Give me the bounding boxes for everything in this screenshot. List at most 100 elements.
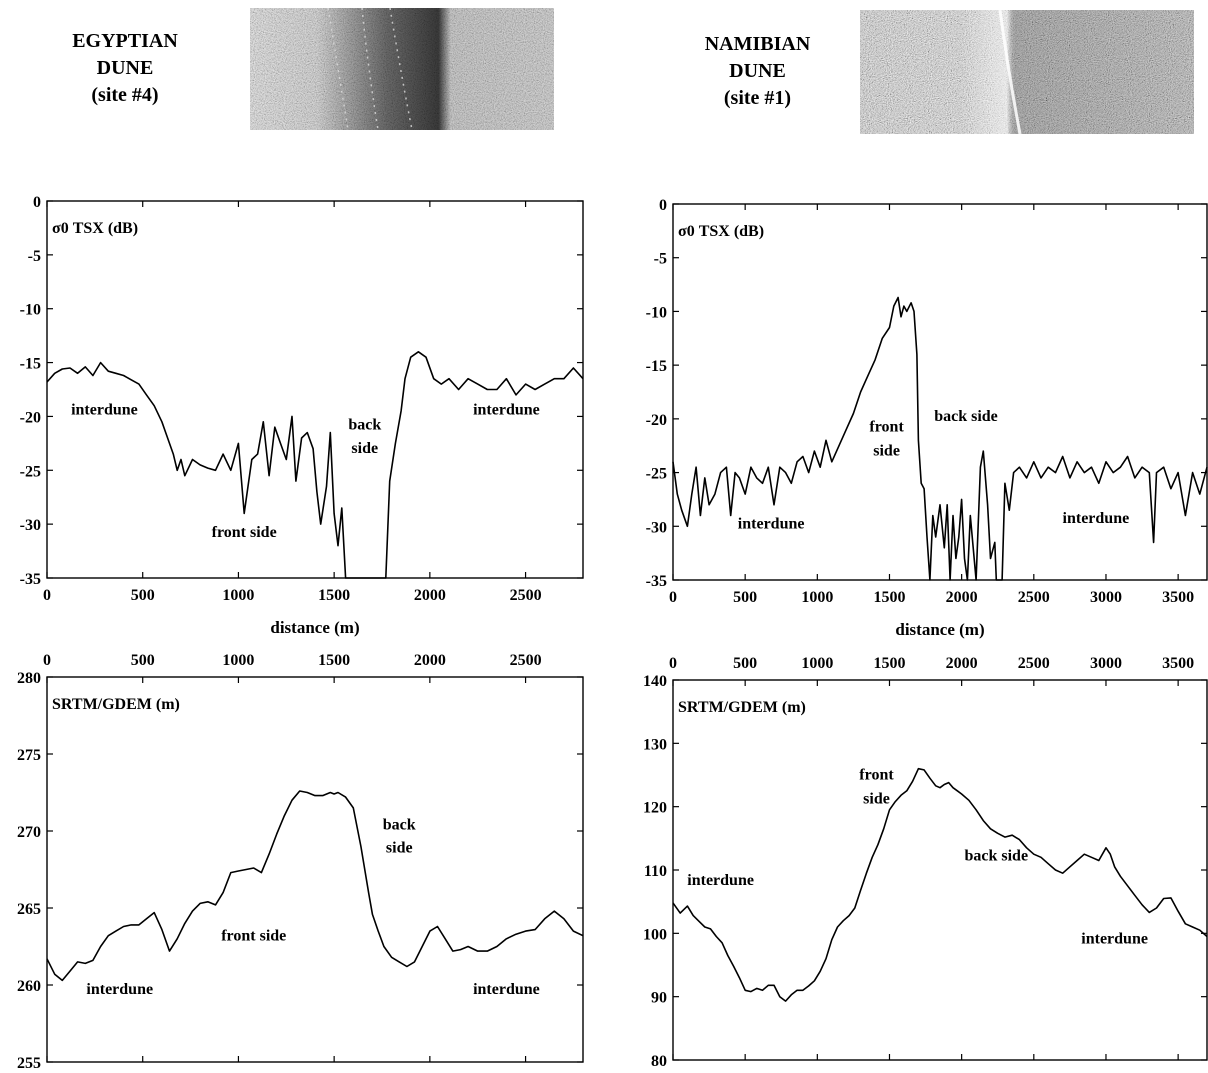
y-tick-label: -15 (646, 358, 667, 375)
y-tick-label: 80 (651, 1053, 667, 1070)
annotation-label: side (386, 840, 413, 857)
site-title-line: NAMIBIAN (704, 33, 811, 55)
x-tick-label: 0 (669, 589, 677, 606)
x-axis-label: distance (m) (270, 618, 359, 637)
annotation-label: back side (964, 848, 1028, 865)
annotation-label: back (383, 816, 416, 833)
x-tick-label: 2000 (946, 655, 978, 672)
annotation-label: front (859, 766, 894, 783)
site-title-line: (site #4) (91, 84, 159, 106)
y-tick-label: -5 (28, 248, 41, 265)
plot-frame (46, 676, 584, 1063)
y-tick-label: 280 (17, 670, 41, 687)
annotation-label: interdune (71, 401, 138, 418)
y-tick-label: 265 (17, 901, 41, 918)
y-tick-label: -25 (646, 466, 667, 483)
annotation-label: interdune (687, 872, 754, 889)
x-tick-label: 1500 (318, 587, 350, 604)
x-tick-label: 3500 (1162, 589, 1194, 606)
namibia-dem-chart: 140 130 120 110 100 90 80 0 500 1000 1500 2000 2500 3… (643, 655, 1208, 1070)
y-tick-label: 110 (644, 863, 667, 880)
x-tick-label: 2500 (510, 652, 542, 669)
annotation-label: side (863, 791, 890, 808)
x-tick-label: 3000 (1090, 589, 1122, 606)
x-tick-label: 2500 (1018, 655, 1050, 672)
x-tick-label: 2000 (946, 589, 978, 606)
y-tick-label: 275 (17, 747, 41, 764)
egypt-sigma0-chart: 0-5-10-15-20-25-30-350 500 1000 1500 2000 250… (20, 194, 584, 637)
annotation-label: interdune (738, 515, 805, 532)
y-tick-label: 90 (651, 990, 667, 1007)
y-tick-label: -20 (20, 409, 41, 426)
y-tick-label: -20 (646, 412, 667, 429)
x-tick-label: 2000 (414, 652, 446, 669)
x-tick-label: 2000 (414, 587, 446, 604)
y-tick-label: -35 (646, 573, 667, 590)
annotation-label: interdune (1081, 930, 1148, 947)
x-tick-label: 2500 (1018, 589, 1050, 606)
site-title-line: DUNE (729, 60, 786, 82)
y-tick-label: 270 (17, 824, 41, 841)
x-tick-label: 500 (131, 652, 155, 669)
x-tick-label: 500 (733, 589, 757, 606)
x-tick-label: 1500 (873, 589, 905, 606)
x-tick-label: 1000 (222, 652, 254, 669)
site-title-namibia: NAMIBIAN DUNE (site #1) (670, 31, 845, 112)
panel-title: SRTM/GDEM (m) (52, 696, 180, 713)
plot-frame (672, 679, 1208, 1061)
annotation-label: side (873, 442, 900, 459)
x-tick-label: 1500 (318, 652, 350, 669)
x-tick-label: 0 (669, 655, 677, 672)
annotation-label: back (348, 416, 381, 433)
y-tick-label: -15 (20, 356, 41, 373)
site-title-line: (site #1) (723, 87, 792, 109)
x-tick-label: 2500 (510, 587, 542, 604)
series-line (46, 790, 584, 982)
x-tick-label: 1000 (801, 655, 833, 672)
x-tick-label: 3500 (1162, 655, 1194, 672)
y-tick-label: -10 (20, 302, 41, 319)
namibia-sigma0-chart: 0-5-10-15-20-25-30-350 500 1000 1500 2000 250… (646, 197, 1208, 639)
egypt-dem-chart: 280 275 270 265 260 255 0 500 1000 1500 2000 2500 SR… (17, 652, 584, 1072)
y-tick-label: -35 (20, 571, 41, 588)
panel-title: σ0 TSX (dB) (678, 223, 764, 240)
y-tick-label: -30 (646, 519, 667, 536)
plot-frame (672, 203, 1208, 581)
x-tick-label: 1500 (873, 655, 905, 672)
series-line (46, 350, 584, 579)
y-tick-label: -25 (20, 463, 41, 480)
y-tick-label: 0 (33, 194, 41, 211)
y-tick-label: 140 (643, 673, 667, 690)
x-tick-label: 500 (733, 655, 757, 672)
annotation-label: front side (212, 524, 277, 541)
y-tick-label: 255 (17, 1055, 41, 1072)
y-tick-label: 100 (643, 926, 667, 943)
site-title-line: DUNE (96, 57, 154, 79)
y-tick-label: -5 (654, 251, 667, 268)
sar-image-namibia (860, 10, 1194, 134)
x-tick-label: 3000 (1090, 655, 1122, 672)
annotation-label: side (351, 440, 378, 457)
x-tick-label: 0 (43, 652, 51, 669)
annotation-label: interdune (1063, 510, 1130, 527)
annotation-label: front side (221, 927, 286, 944)
series-line (672, 296, 1208, 581)
x-axis-label: distance (m) (895, 620, 984, 639)
site-title-line: EGYPTIAN (72, 30, 178, 52)
y-tick-label: -30 (20, 517, 41, 534)
annotation-label: front (869, 419, 904, 436)
annotation-label: interdune (86, 981, 153, 998)
y-tick-label: -10 (646, 304, 667, 321)
panel-title: SRTM/GDEM (m) (678, 699, 806, 716)
sar-image-egypt (250, 8, 554, 130)
x-tick-label: 1000 (222, 587, 254, 604)
series-line (672, 767, 1208, 1002)
annotation-label: interdune (473, 981, 540, 998)
x-tick-label: 0 (43, 587, 51, 604)
y-tick-label: 120 (643, 800, 667, 817)
site-title-egypt: EGYPTIAN DUNE (site #4) (40, 28, 210, 109)
y-tick-label: 0 (659, 197, 667, 214)
plot-frame (46, 200, 584, 579)
x-tick-label: 500 (131, 587, 155, 604)
